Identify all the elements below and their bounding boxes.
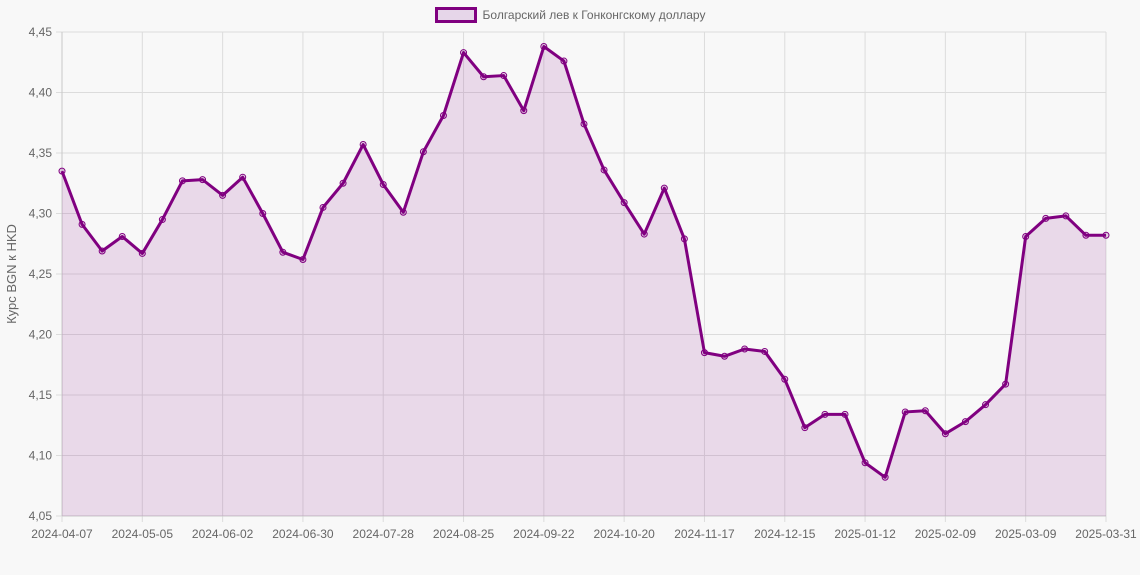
data-point[interactable]: [1062, 212, 1070, 220]
data-point[interactable]: [801, 424, 809, 432]
data-point[interactable]: [1082, 231, 1090, 239]
x-tick-label: 2025-03-31: [1075, 527, 1137, 541]
data-point[interactable]: [359, 141, 367, 149]
data-point[interactable]: [319, 203, 327, 211]
y-tick-label: 4,25: [29, 267, 53, 281]
y-axis-title: Курс BGN к HKD: [4, 224, 19, 324]
data-point[interactable]: [399, 208, 407, 216]
data-point[interactable]: [1102, 231, 1110, 239]
data-point[interactable]: [961, 418, 969, 426]
x-tick-label: 2024-06-02: [192, 527, 254, 541]
data-point[interactable]: [500, 72, 508, 80]
data-point[interactable]: [419, 148, 427, 156]
x-tick-label: 2024-07-28: [353, 527, 415, 541]
data-point[interactable]: [1042, 214, 1050, 222]
y-tick-label: 4,10: [29, 449, 53, 463]
data-point[interactable]: [480, 73, 488, 81]
data-point[interactable]: [339, 179, 347, 187]
x-tick-label: 2025-01-12: [834, 527, 896, 541]
legend-swatch-icon: [434, 7, 477, 23]
y-tick-label: 4,45: [29, 25, 53, 39]
data-point[interactable]: [560, 57, 568, 65]
data-point[interactable]: [781, 375, 789, 383]
data-point[interactable]: [941, 430, 949, 438]
data-point[interactable]: [861, 459, 869, 467]
data-point[interactable]: [982, 401, 990, 409]
data-point[interactable]: [660, 184, 668, 192]
data-point[interactable]: [299, 255, 307, 263]
x-tick-label: 2024-10-20: [593, 527, 655, 541]
data-point[interactable]: [580, 120, 588, 128]
x-tick-label: 2024-04-07: [31, 527, 93, 541]
legend-label: Болгарский лев к Гонконгскому доллару: [482, 8, 706, 22]
legend-item[interactable]: Болгарский лев к Гонконгскому доллару: [0, 7, 1140, 23]
y-tick-label: 4,15: [29, 388, 53, 402]
data-point[interactable]: [901, 408, 909, 416]
data-point[interactable]: [219, 191, 227, 199]
data-point[interactable]: [279, 248, 287, 256]
x-tick-label: 2024-06-30: [272, 527, 334, 541]
data-point[interactable]: [118, 232, 126, 240]
data-point[interactable]: [58, 167, 66, 175]
data-point[interactable]: [841, 410, 849, 418]
data-point[interactable]: [199, 176, 207, 184]
x-tick-label: 2024-12-15: [754, 527, 816, 541]
data-point[interactable]: [921, 407, 929, 415]
data-point[interactable]: [540, 43, 548, 51]
data-point[interactable]: [439, 111, 447, 119]
data-point[interactable]: [1002, 380, 1010, 388]
data-point[interactable]: [178, 177, 186, 185]
data-point[interactable]: [620, 199, 628, 207]
y-tick-label: 4,40: [29, 86, 53, 100]
data-point[interactable]: [821, 410, 829, 418]
data-point[interactable]: [460, 49, 468, 57]
x-tick-label: 2024-11-17: [674, 527, 735, 541]
y-tick-label: 4,05: [29, 509, 53, 523]
x-tick-label: 2024-08-25: [433, 527, 495, 541]
data-point[interactable]: [98, 247, 106, 255]
data-point[interactable]: [158, 216, 166, 224]
data-point[interactable]: [78, 220, 86, 228]
data-point[interactable]: [881, 473, 889, 481]
data-point[interactable]: [259, 210, 267, 217]
y-tick-label: 4,30: [29, 207, 53, 221]
data-point[interactable]: [721, 352, 729, 360]
y-tick-label: 4,20: [29, 328, 53, 342]
data-point[interactable]: [640, 230, 648, 238]
data-point[interactable]: [741, 345, 749, 353]
series-area: [62, 46, 1106, 517]
series-line: [60, 45, 1106, 479]
data-point[interactable]: [379, 180, 387, 188]
data-point[interactable]: [1022, 232, 1030, 240]
x-tick-label: 2025-03-09: [995, 527, 1057, 541]
data-point[interactable]: [700, 349, 708, 357]
x-tick-label: 2024-05-05: [112, 527, 174, 541]
data-point[interactable]: [239, 173, 247, 181]
data-point[interactable]: [761, 347, 769, 355]
x-tick-label: 2025-02-09: [915, 527, 977, 541]
data-point[interactable]: [680, 235, 688, 243]
data-point[interactable]: [600, 166, 608, 174]
x-tick-label: 2024-09-22: [513, 527, 575, 541]
data-point[interactable]: [138, 249, 146, 257]
data-point[interactable]: [520, 107, 528, 115]
y-tick-label: 4,35: [29, 146, 53, 160]
